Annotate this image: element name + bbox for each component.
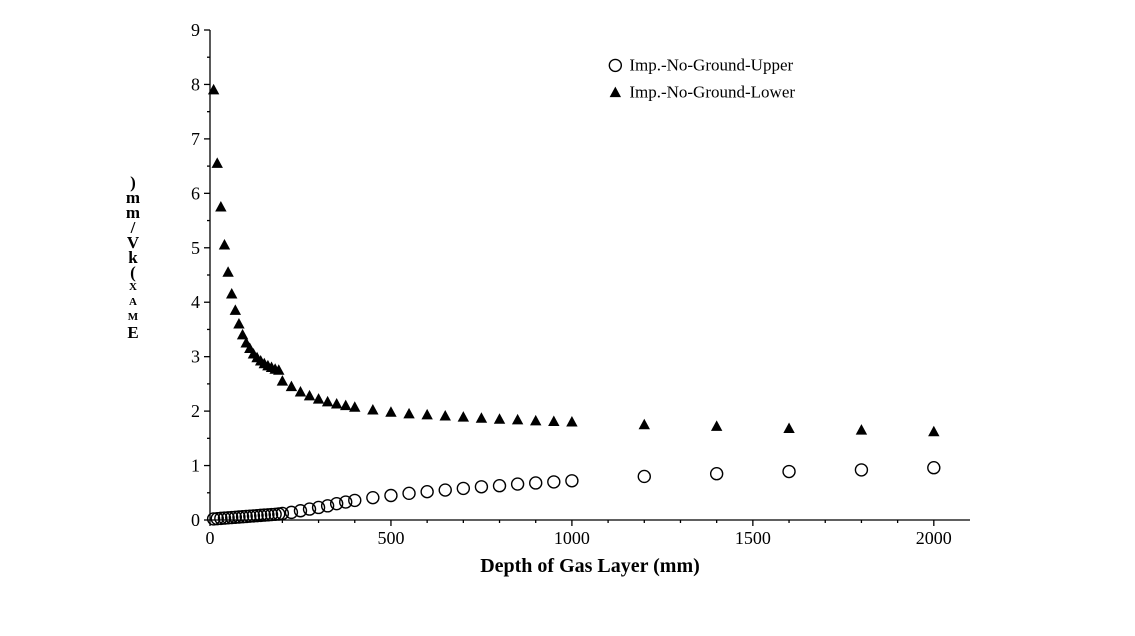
y-tick-label: 4 bbox=[191, 292, 200, 312]
marker-triangle-icon bbox=[494, 413, 505, 424]
y-tick-label: 3 bbox=[191, 347, 200, 367]
marker-triangle-icon bbox=[322, 396, 333, 407]
marker-circle-icon bbox=[530, 477, 542, 489]
marker-triangle-icon bbox=[230, 304, 241, 315]
marker-triangle-icon bbox=[512, 414, 523, 425]
x-tick-label: 1500 bbox=[735, 528, 771, 548]
marker-triangle-icon bbox=[219, 239, 230, 250]
marker-triangle-icon bbox=[783, 423, 794, 434]
y-tick-label: 8 bbox=[191, 74, 200, 94]
x-tick-label: 1000 bbox=[554, 528, 590, 548]
marker-triangle-icon bbox=[385, 406, 396, 417]
legend-marker-triangle-icon bbox=[610, 87, 621, 98]
marker-triangle-icon bbox=[304, 390, 315, 401]
marker-triangle-icon bbox=[367, 404, 378, 415]
marker-triangle-icon bbox=[440, 410, 451, 421]
marker-triangle-icon bbox=[421, 409, 432, 420]
marker-triangle-icon bbox=[476, 412, 487, 423]
marker-circle-icon bbox=[439, 484, 451, 496]
marker-circle-icon bbox=[385, 490, 397, 502]
marker-circle-icon bbox=[494, 480, 506, 492]
marker-triangle-icon bbox=[548, 415, 559, 426]
marker-triangle-icon bbox=[233, 318, 244, 329]
marker-circle-icon bbox=[367, 492, 379, 504]
marker-triangle-icon bbox=[222, 266, 233, 277]
marker-triangle-icon bbox=[856, 424, 867, 435]
legend-marker-circle-icon bbox=[609, 59, 621, 71]
marker-circle-icon bbox=[403, 487, 415, 499]
y-tick-label: 2 bbox=[191, 401, 200, 421]
marker-circle-icon bbox=[566, 475, 578, 487]
marker-circle-icon bbox=[475, 481, 487, 493]
marker-circle-icon bbox=[421, 486, 433, 498]
x-axis-label: Depth of Gas Layer (mm) bbox=[480, 555, 700, 577]
y-tick-label: 6 bbox=[191, 183, 200, 203]
marker-circle-icon bbox=[928, 462, 940, 474]
marker-triangle-icon bbox=[215, 201, 226, 212]
x-tick-label: 2000 bbox=[916, 528, 952, 548]
marker-triangle-icon bbox=[566, 416, 577, 427]
legend-label-lower: Imp.-No-Ground-Lower bbox=[629, 83, 795, 102]
marker-triangle-icon bbox=[295, 386, 306, 397]
legend-label-upper: Imp.-No-Ground-Upper bbox=[629, 55, 793, 74]
marker-triangle-icon bbox=[313, 393, 324, 404]
marker-triangle-icon bbox=[277, 375, 288, 386]
marker-circle-icon bbox=[457, 482, 469, 494]
marker-circle-icon bbox=[349, 494, 361, 506]
marker-triangle-icon bbox=[331, 398, 342, 409]
y-tick-label: 7 bbox=[191, 129, 200, 149]
y-axis-label-stacked: ) m m / V k ( X A M E bbox=[120, 175, 146, 340]
series-imp-no-ground-lower bbox=[208, 84, 940, 436]
marker-triangle-icon bbox=[639, 419, 650, 430]
y-tick-label: 9 bbox=[191, 20, 200, 40]
y-tick-label: 0 bbox=[191, 510, 200, 530]
chart-container: 0 1 2 3 4 5 6 7 8 9 0 500 1000 1500 2000 Depth of Gas L… bbox=[160, 20, 980, 590]
marker-triangle-icon bbox=[928, 426, 939, 437]
marker-circle-icon bbox=[855, 464, 867, 476]
marker-circle-icon bbox=[711, 468, 723, 480]
scatter-chart: 0 1 2 3 4 5 6 7 8 9 0 500 1000 1500 2000 Depth of Gas L… bbox=[160, 20, 980, 590]
marker-triangle-icon bbox=[226, 288, 237, 299]
marker-circle-icon bbox=[548, 476, 560, 488]
marker-triangle-icon bbox=[349, 401, 360, 412]
marker-triangle-icon bbox=[530, 415, 541, 426]
marker-triangle-icon bbox=[711, 420, 722, 431]
x-tick-label: 500 bbox=[377, 528, 404, 548]
series-imp-no-ground-upper bbox=[208, 462, 940, 525]
marker-triangle-icon bbox=[403, 408, 414, 419]
marker-circle-icon bbox=[512, 478, 524, 490]
marker-triangle-icon bbox=[458, 411, 469, 422]
marker-triangle-icon bbox=[286, 381, 297, 392]
marker-circle-icon bbox=[638, 470, 650, 482]
y-tick-label: 5 bbox=[191, 238, 200, 258]
x-tick-label: 0 bbox=[206, 528, 215, 548]
marker-circle-icon bbox=[783, 466, 795, 478]
marker-triangle-icon bbox=[340, 400, 351, 411]
marker-triangle-icon bbox=[212, 157, 223, 168]
y-tick-label: 1 bbox=[191, 456, 200, 476]
